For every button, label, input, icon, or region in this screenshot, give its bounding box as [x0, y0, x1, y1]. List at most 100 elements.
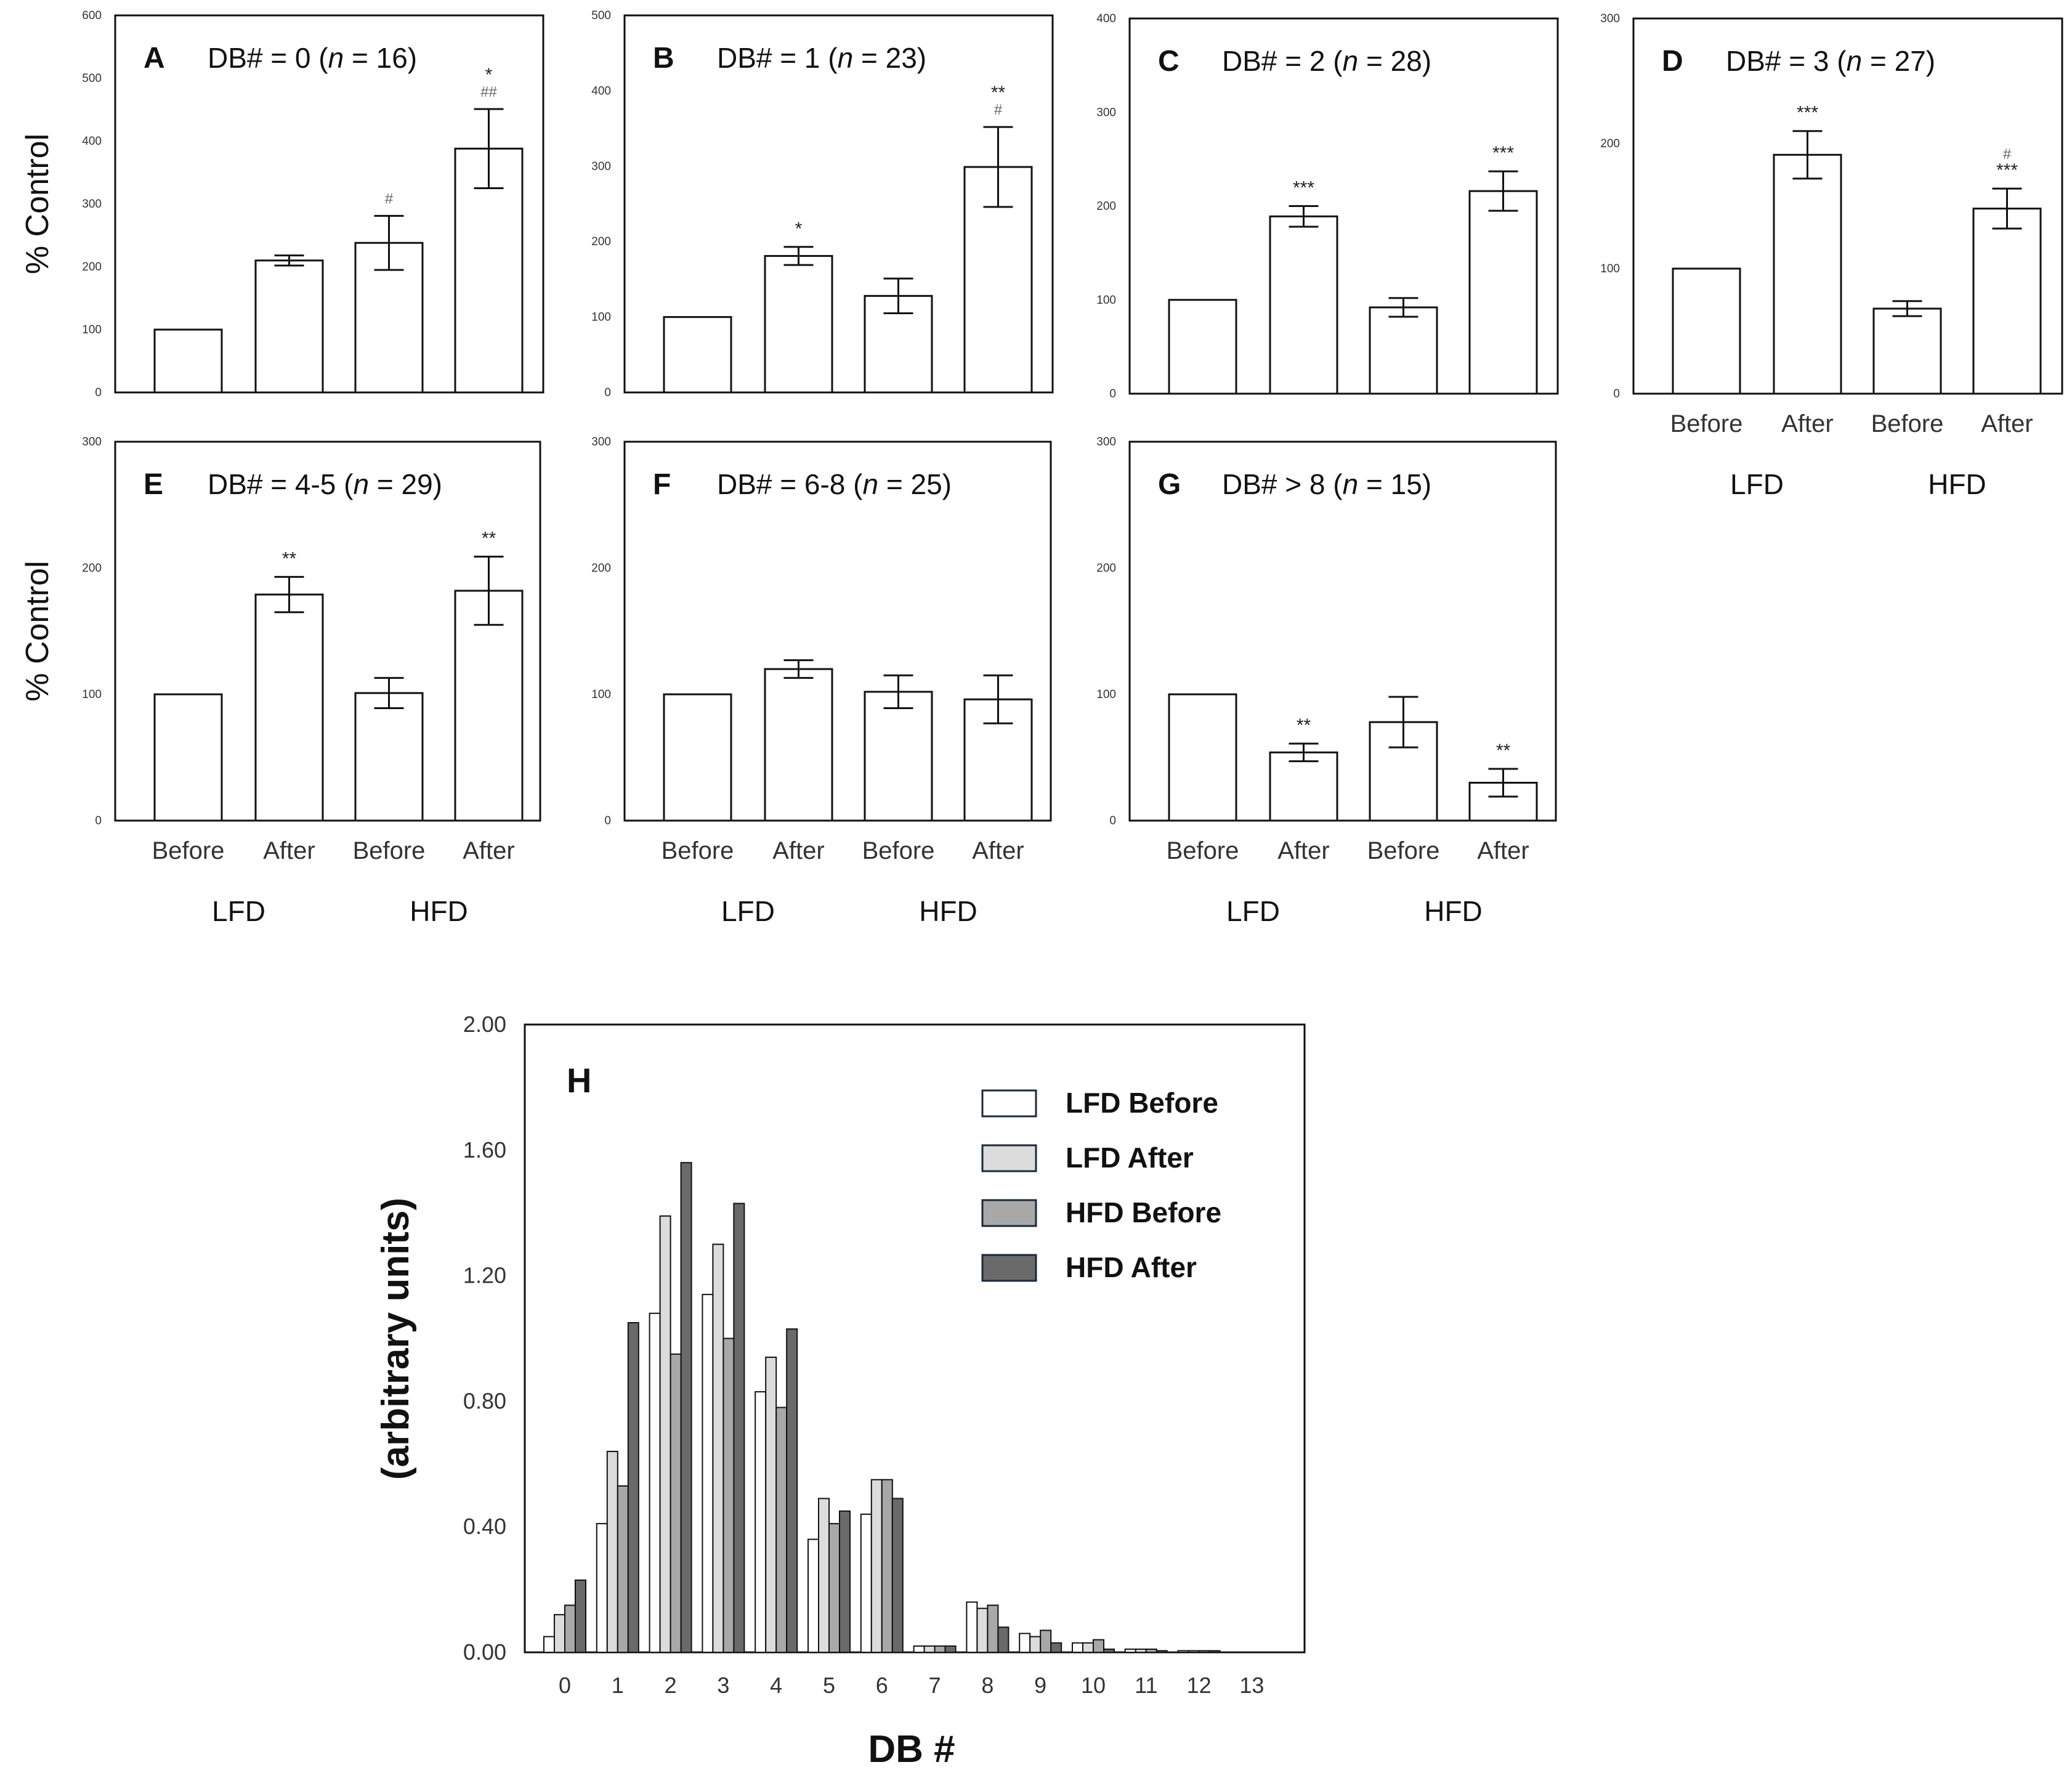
panel-letter: E	[144, 468, 163, 501]
group-label-hfd: HFD	[1424, 895, 1483, 927]
legend-label: LFD Before	[1066, 1087, 1218, 1119]
h-x-tick-label: 2	[665, 1673, 677, 1698]
h-y-tick-label: 1.20	[463, 1263, 506, 1288]
panel-title: DB# = 0 (n = 16)	[208, 42, 417, 74]
group-label-lfd: LFD	[1226, 895, 1280, 927]
bar-lfd-before	[755, 1391, 767, 1653]
x-tick-label: Before	[1871, 410, 1944, 437]
bar	[663, 693, 732, 822]
bar-hfd-before	[1198, 1650, 1210, 1653]
x-tick-label: After	[1477, 837, 1529, 864]
y-tick-label: 0	[95, 814, 102, 827]
bar-hfd-after	[1155, 1650, 1168, 1653]
h-x-tick-label: 13	[1239, 1673, 1264, 1698]
bar-hfd-before	[775, 1407, 788, 1654]
bar-hfd-after	[627, 1322, 639, 1653]
bar-lfd-after	[818, 1498, 830, 1653]
significance-marker: ***	[1797, 103, 1818, 123]
panel-frame	[1128, 440, 1557, 822]
y-tick-label: 300	[82, 198, 102, 211]
panel-title-main: DB# = 1 (	[717, 42, 838, 74]
h-x-tick-label: 5	[823, 1673, 835, 1698]
panel-b: 0 100 200 300 400 500 B DB# = 1 (n = 23) * #**	[591, 9, 1054, 399]
bar	[764, 254, 833, 394]
panel-title-main: DB# = 3 (	[1726, 45, 1847, 77]
y-tick-label: 200	[591, 562, 611, 575]
panel-title-main: DB# = 2 (	[1222, 45, 1343, 77]
h-x-tick-label: 3	[717, 1673, 729, 1698]
y-tick-label: 500	[82, 72, 102, 85]
y-tick-label: 200	[82, 562, 102, 575]
panel-title: DB# = 6-8 (n = 25)	[717, 468, 952, 500]
panel-letter: C	[1158, 45, 1180, 78]
bar-hfd-after	[891, 1498, 904, 1653]
bar	[1972, 208, 2042, 395]
panel-letter: D	[1662, 45, 1683, 78]
bar	[454, 147, 524, 394]
y-tick-label: 300	[591, 160, 611, 173]
significance-marker: #	[2003, 146, 2012, 163]
bar-lfd-before	[702, 1294, 714, 1653]
bar-lfd-after	[1135, 1648, 1147, 1654]
bar	[153, 693, 223, 822]
y-tick-label: 200	[82, 261, 102, 274]
bar	[1872, 307, 1942, 395]
bar	[454, 590, 524, 822]
bar-lfd-before	[860, 1513, 872, 1654]
legend-label: HFD After	[1066, 1251, 1197, 1283]
bar-lfd-after	[976, 1607, 989, 1653]
h-y-tick-label: 1.60	[463, 1137, 506, 1163]
legend-label: LFD After	[1066, 1142, 1194, 1174]
y-tick-label: 100	[591, 311, 611, 324]
h-y-tick-label: 0.00	[463, 1639, 506, 1665]
y-axis-label: % Control	[20, 561, 55, 701]
legend-swatch	[981, 1254, 1037, 1282]
y-tick-label: 300	[82, 436, 102, 449]
bar-lfd-after	[1029, 1636, 1042, 1653]
y-tick-label: 200	[1096, 200, 1116, 213]
bar	[1168, 693, 1237, 822]
bar-lfd-before	[807, 1538, 819, 1654]
legend-swatch	[981, 1144, 1037, 1172]
bar-lfd-before	[1177, 1650, 1189, 1653]
h-x-tick-label: 1	[612, 1673, 624, 1698]
bar-hfd-before	[670, 1353, 682, 1654]
bar-lfd-before	[913, 1645, 925, 1654]
panel-letter-h: H	[567, 1061, 591, 1100]
panel-title: DB# = 3 (n = 27)	[1726, 45, 1935, 77]
x-tick-label: After	[1981, 410, 2033, 437]
bar-lfd-before	[543, 1636, 555, 1653]
panel-title-rest: = 23)	[853, 42, 926, 74]
panel-g: 0 100 200 300 G DB# > 8 (n = 15) ** ** Before Aft…	[1096, 436, 1557, 927]
bar-hfd-after	[839, 1510, 851, 1654]
y-tick-label: 0	[95, 386, 102, 399]
bar	[1672, 267, 1741, 395]
bar-hfd-after	[786, 1328, 798, 1654]
group-label-hfd: HFD	[919, 895, 977, 927]
y-tick-label: 0	[604, 386, 611, 399]
x-tick-label: Before	[152, 837, 225, 864]
group-label-lfd: LFD	[212, 895, 265, 927]
h-x-tick-label: 6	[876, 1673, 888, 1698]
y-tick-label: 400	[1096, 12, 1116, 25]
panel-title: DB# > 8 (n = 15)	[1222, 468, 1431, 500]
bar-hfd-before	[1145, 1648, 1157, 1654]
panel-title-rest: = 27)	[1862, 45, 1935, 77]
bar-hfd-before	[828, 1523, 840, 1653]
significance-marker: #	[385, 190, 394, 207]
panel-letter: F	[653, 468, 671, 501]
h-x-tick-label: 12	[1187, 1673, 1212, 1698]
significance-marker: **	[1297, 715, 1311, 736]
panel-title: DB# = 1 (n = 23)	[717, 42, 926, 74]
significance-marker: *	[485, 65, 493, 85]
y-tick-label: 200	[591, 235, 611, 248]
panel-frame	[623, 14, 1054, 394]
bar	[354, 692, 424, 822]
panel-title-rest: = 28)	[1358, 45, 1431, 77]
h-x-tick-label: 9	[1034, 1673, 1046, 1698]
bar-hfd-after	[1208, 1650, 1221, 1653]
x-tick-label: Before	[1167, 837, 1239, 864]
panel-title-main: DB# = 4-5 (	[208, 468, 354, 500]
